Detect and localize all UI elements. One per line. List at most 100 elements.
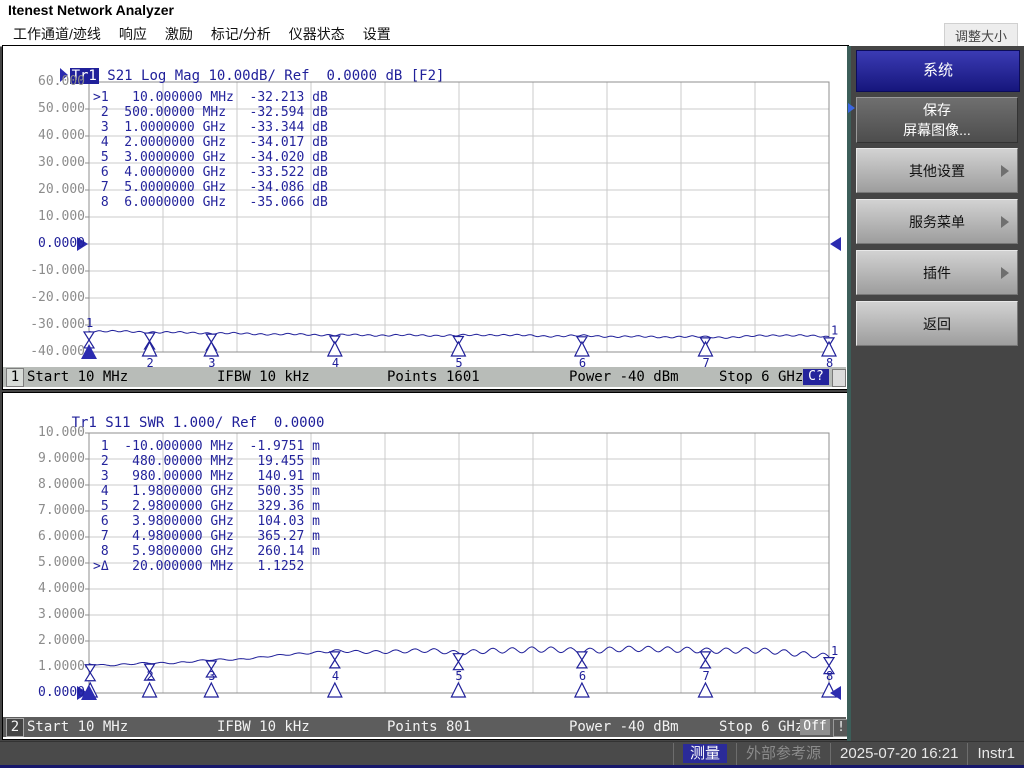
trace1-format-text: S21 Log Mag 10.00dB/ Ref 0.0000 dB [F2] (98, 68, 445, 84)
svg-text:3: 3 (208, 356, 215, 367)
submenu-arrow-icon (1001, 164, 1009, 177)
svg-text:6: 6 (579, 669, 586, 683)
softkey-button-3[interactable]: 插件 (856, 250, 1018, 295)
channel2-plot: 2 3 4 5 6 7 8 1 (77, 432, 841, 700)
svg-text:5: 5 (455, 356, 462, 367)
marker-table-row: 2 480.00000 MHz 19.455 m (93, 454, 320, 469)
trace1-badge[interactable]: Tr1 (69, 68, 99, 84)
channel2-warning-badge: ! (833, 719, 849, 737)
channel1-indicator-box (832, 369, 846, 387)
menu-item-4[interactable]: 仪器状态 (288, 25, 345, 42)
sidebar-divider (847, 46, 851, 741)
channel2-power: Power -40 dBm (569, 719, 679, 735)
window-title: Itenest Network Analyzer (8, 2, 174, 18)
marker-table-row: 6 4.0000000 GHz -33.522 dB (93, 165, 328, 180)
marker-table-row: 8 6.0000000 GHz -35.066 dB (93, 195, 328, 210)
y-axis-label: 20.000 (38, 182, 85, 197)
title-bar: Itenest Network Analyzer (0, 0, 1024, 21)
measure-status-badge: 测量 (683, 744, 728, 763)
channel1-window: 1 2 3 4 5 6 7 8 1 Tr1 S21 Log Mag 10.00dB/ Ref 0… (2, 45, 849, 390)
softkey-button-0[interactable]: 保存 屏幕图像... (856, 97, 1018, 143)
y-axis-label: -20.000 (30, 290, 85, 305)
marker-table-row: 5 3.0000000 GHz -34.020 dB (93, 150, 328, 165)
channel2-stop: Stop 6 GHz (719, 719, 804, 735)
menu-bar: 工作通道/迹线 响应 激励 标记/分析 仪器状态 设置 调整大小 (0, 21, 1024, 48)
menu-items: 工作通道/迹线 响应 激励 标记/分析 仪器状态 设置 (4, 21, 400, 46)
channel1-plot: 1 2 3 4 5 6 7 8 1 (77, 81, 841, 367)
channel2-window: 2 3 4 5 6 7 8 1 Tr1 S11 SWR 1.000/ Ref 0.0000 1… (2, 392, 849, 740)
svg-text:8: 8 (826, 356, 833, 367)
softkey-menu-title: 系统 (856, 50, 1020, 92)
channel1-start: Start 10 MHz (27, 369, 129, 385)
svg-text:4: 4 (332, 669, 339, 683)
softkey-sidebar: 系统 保存 屏幕图像... 其他设置服务菜单插件返回 (847, 46, 1024, 741)
channel2-trace-header: Tr1 S11 SWR 1.000/ Ref 0.0000 (9, 399, 325, 431)
marker-table-row: 7 5.0000000 GHz -34.086 dB (93, 180, 328, 195)
trace2-format-text: S11 SWR 1.000/ Ref 0.0000 (96, 415, 325, 431)
y-axis-label: 2.0000 (38, 633, 85, 648)
menu-item-0[interactable]: 工作通道/迹线 (13, 25, 101, 42)
y-axis-label: 0.0000 (38, 685, 85, 700)
marker-table-row: 6 3.9800000 GHz 104.03 m (93, 514, 320, 529)
channel2-points: Points 801 (387, 719, 472, 735)
channel1-points: Points 1601 (387, 369, 480, 385)
marker-table-row: 1 -10.000000 MHz -1.9751 m (93, 439, 320, 454)
channel2-marker-table: 1 -10.000000 MHz -1.9751 m 2 480.00000 M… (93, 439, 320, 574)
marker-table-row: >1 10.000000 MHz -32.213 dB (93, 90, 328, 105)
svg-text:2: 2 (147, 669, 154, 683)
softkey-label: 返回 (923, 315, 951, 332)
y-axis-label: 50.000 (38, 101, 85, 116)
y-axis-label: -10.000 (30, 263, 85, 278)
resize-button[interactable]: 调整大小 (943, 23, 1018, 48)
y-axis-label: 1.0000 (38, 659, 85, 674)
softkey-label-line2: 屏幕图像... (903, 122, 971, 138)
marker-table-row: 2 500.00000 MHz -32.594 dB (93, 105, 328, 120)
menu-item-2[interactable]: 激励 (164, 25, 193, 42)
svg-text:6: 6 (579, 356, 586, 367)
marker-table-row: 5 2.9800000 GHz 329.36 m (93, 499, 320, 514)
softkey-button-1[interactable]: 其他设置 (856, 148, 1018, 193)
softkey-label: 服务菜单 (909, 213, 965, 230)
y-axis-label: 7.0000 (38, 503, 85, 518)
menu-item-1[interactable]: 响应 (118, 25, 147, 42)
svg-text:5: 5 (455, 669, 462, 683)
external-reference-status: 外部参考源 (736, 743, 830, 765)
marker-table-row: >Δ 20.000000 MHz 1.1252 (93, 559, 305, 574)
channel1-stop: Stop 6 GHz (719, 369, 804, 385)
softkey-button-4[interactable]: 返回 (856, 301, 1018, 346)
trace2-badge[interactable]: Tr1 (71, 415, 97, 431)
softkey-button-2[interactable]: 服务菜单 (856, 199, 1018, 244)
channel1-power: Power -40 dBm (569, 369, 679, 385)
status-taskbar: 测量 外部参考源 2025-07-20 16:21 Instr1 (0, 741, 1024, 766)
svg-text:2: 2 (147, 356, 154, 367)
screen-bottom-border (0, 765, 1024, 768)
y-axis-label: 10.000 (38, 425, 85, 440)
y-axis-label: 4.0000 (38, 581, 85, 596)
measure-status-item: 测量 (673, 743, 736, 765)
channel2-status-bar: 2 Start 10 MHz IFBW 10 kHz Points 801 Po… (3, 717, 849, 737)
svg-text:7: 7 (702, 669, 709, 683)
y-axis-label: 6.0000 (38, 529, 85, 544)
y-axis-label: -40.000 (30, 344, 85, 359)
submenu-arrow-icon (1001, 266, 1009, 279)
menu-item-3[interactable]: 标记/分析 (210, 25, 271, 42)
svg-text:1: 1 (831, 324, 838, 338)
marker-table-row: 3 1.0000000 GHz -33.344 dB (93, 120, 328, 135)
svg-text:1: 1 (86, 316, 93, 330)
y-axis-label: 9.0000 (38, 451, 85, 466)
channel1-marker-table: >1 10.000000 MHz -32.213 dB 2 500.00000 … (93, 90, 328, 210)
channel2-number-box: 2 (6, 718, 24, 737)
channel2-ifbw: IFBW 10 kHz (217, 719, 310, 735)
svg-text:7: 7 (702, 356, 709, 367)
channel1-correction-badge: C? (803, 369, 829, 385)
marker-table-row: 4 2.0000000 GHz -34.017 dB (93, 135, 328, 150)
y-axis-label: 8.0000 (38, 477, 85, 492)
marker-table-row: 4 1.9800000 GHz 500.35 m (93, 484, 320, 499)
submenu-arrow-icon (1001, 215, 1009, 228)
active-trace-arrow-icon (59, 68, 68, 82)
datetime-display: 2025-07-20 16:21 (830, 743, 967, 765)
menu-item-5[interactable]: 设置 (362, 25, 391, 42)
softkey-label: 其他设置 (909, 162, 965, 179)
channel1-ifbw: IFBW 10 kHz (217, 369, 310, 385)
marker-table-row: 7 4.9800000 GHz 365.27 m (93, 529, 320, 544)
